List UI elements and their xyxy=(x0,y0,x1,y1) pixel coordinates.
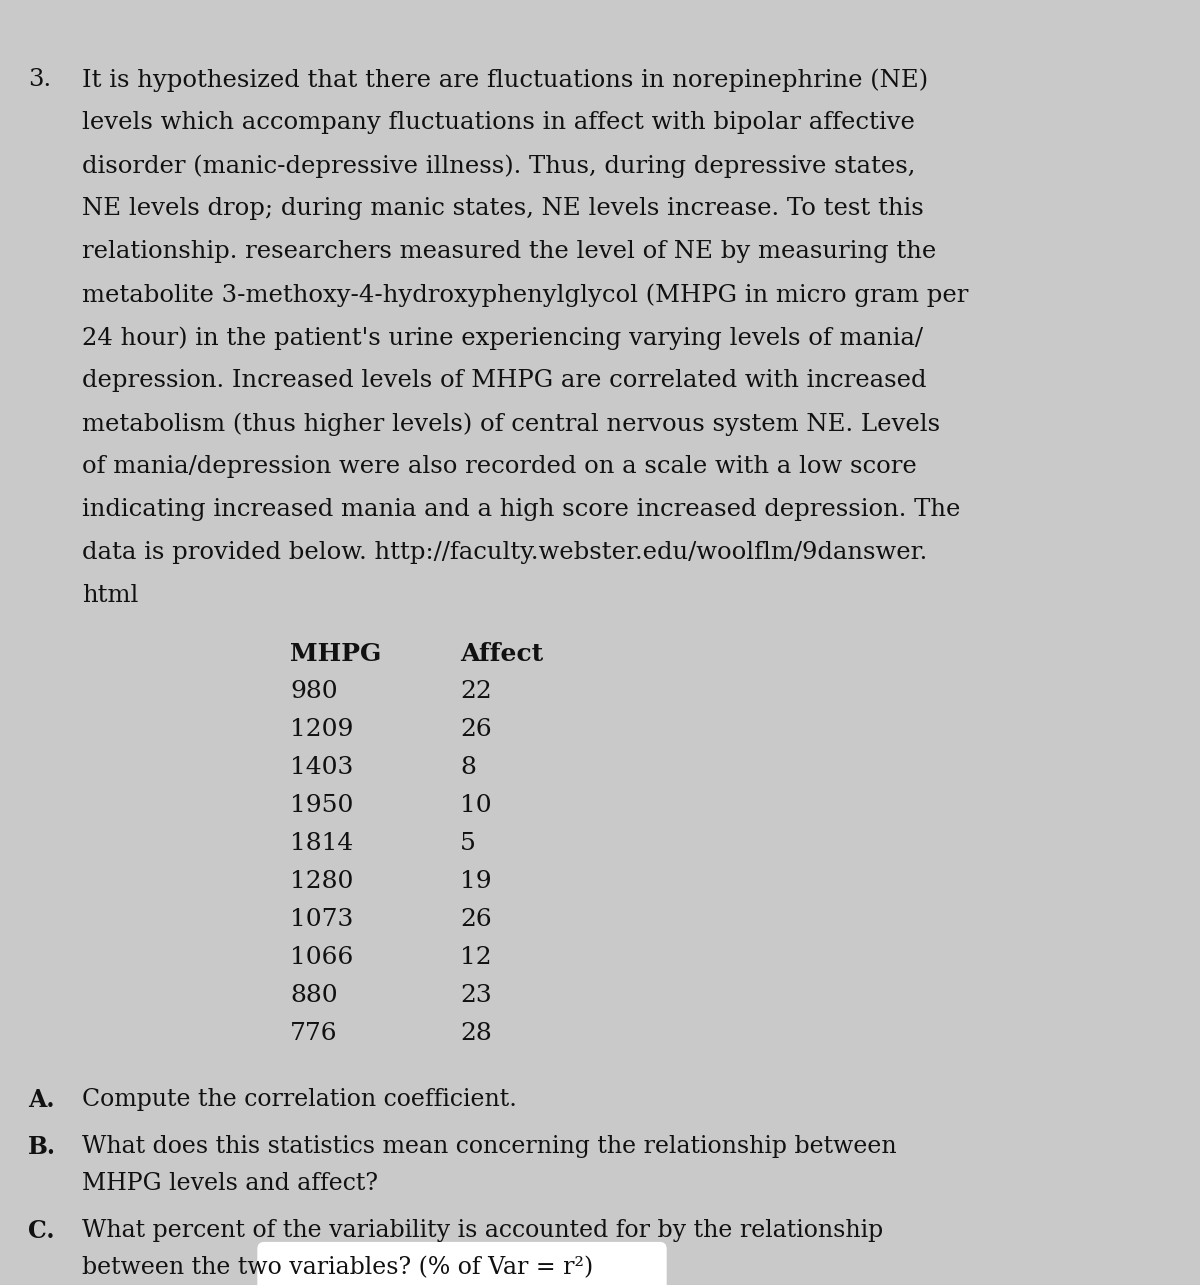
Text: 26: 26 xyxy=(460,908,492,932)
Text: 22: 22 xyxy=(460,680,492,703)
Text: 776: 776 xyxy=(290,1022,337,1045)
Text: 980: 980 xyxy=(290,680,337,703)
Text: 1814: 1814 xyxy=(290,831,353,855)
Text: 880: 880 xyxy=(290,984,337,1007)
Text: 24 hour) in the patient's urine experiencing varying levels of mania/: 24 hour) in the patient's urine experien… xyxy=(82,326,923,350)
Text: metabolite 3-methoxy-4-hydroxyphenylglycol (MHPG in micro gram per: metabolite 3-methoxy-4-hydroxyphenylglyc… xyxy=(82,283,968,307)
Text: A.: A. xyxy=(28,1088,54,1112)
Text: 28: 28 xyxy=(460,1022,492,1045)
Text: data is provided below. http://faculty.webster.edu/woolflm/9danswer.: data is provided below. http://faculty.w… xyxy=(82,541,928,564)
Text: What does this statistics mean concerning the relationship between: What does this statistics mean concernin… xyxy=(82,1135,896,1158)
Text: levels which accompany fluctuations in affect with bipolar affective: levels which accompany fluctuations in a… xyxy=(82,111,914,134)
Text: 1073: 1073 xyxy=(290,908,353,932)
Text: NE levels drop; during manic states, NE levels increase. To test this: NE levels drop; during manic states, NE … xyxy=(82,197,924,220)
Text: 23: 23 xyxy=(460,984,492,1007)
Text: MHPG: MHPG xyxy=(290,642,382,666)
Text: 5: 5 xyxy=(460,831,476,855)
Text: relationship. researchers measured the level of NE by measuring the: relationship. researchers measured the l… xyxy=(82,240,936,263)
Text: 12: 12 xyxy=(460,946,492,969)
Text: 1280: 1280 xyxy=(290,870,353,893)
Text: depression. Increased levels of MHPG are correlated with increased: depression. Increased levels of MHPG are… xyxy=(82,369,926,392)
Text: Compute the correlation coefficient.: Compute the correlation coefficient. xyxy=(82,1088,517,1112)
Text: 3.: 3. xyxy=(28,68,52,91)
Text: 26: 26 xyxy=(460,718,492,741)
Text: B.: B. xyxy=(28,1135,56,1159)
Text: 1403: 1403 xyxy=(290,756,353,779)
Text: 1066: 1066 xyxy=(290,946,353,969)
Text: html: html xyxy=(82,583,138,607)
Text: 1950: 1950 xyxy=(290,794,353,817)
Text: metabolism (thus higher levels) of central nervous system NE. Levels: metabolism (thus higher levels) of centr… xyxy=(82,412,940,436)
Text: MHPG levels and affect?: MHPG levels and affect? xyxy=(82,1172,378,1195)
Text: of mania/depression were also recorded on a scale with a low score: of mania/depression were also recorded o… xyxy=(82,455,917,478)
Text: C.: C. xyxy=(28,1219,54,1243)
Text: between the two variables? (% of Var = r²): between the two variables? (% of Var = r… xyxy=(82,1255,593,1279)
Text: disorder (manic-depressive illness). Thus, during depressive states,: disorder (manic-depressive illness). Thu… xyxy=(82,154,916,177)
Text: 10: 10 xyxy=(460,794,492,817)
Text: indicating increased mania and a high score increased depression. The: indicating increased mania and a high sc… xyxy=(82,499,960,520)
Text: 1209: 1209 xyxy=(290,718,353,741)
Text: 19: 19 xyxy=(460,870,492,893)
Text: What percent of the variability is accounted for by the relationship: What percent of the variability is accou… xyxy=(82,1219,883,1243)
Text: It is hypothesized that there are fluctuations in norepinephrine (NE): It is hypothesized that there are fluctu… xyxy=(82,68,928,91)
Text: 8: 8 xyxy=(460,756,476,779)
Text: Affect: Affect xyxy=(460,642,544,666)
